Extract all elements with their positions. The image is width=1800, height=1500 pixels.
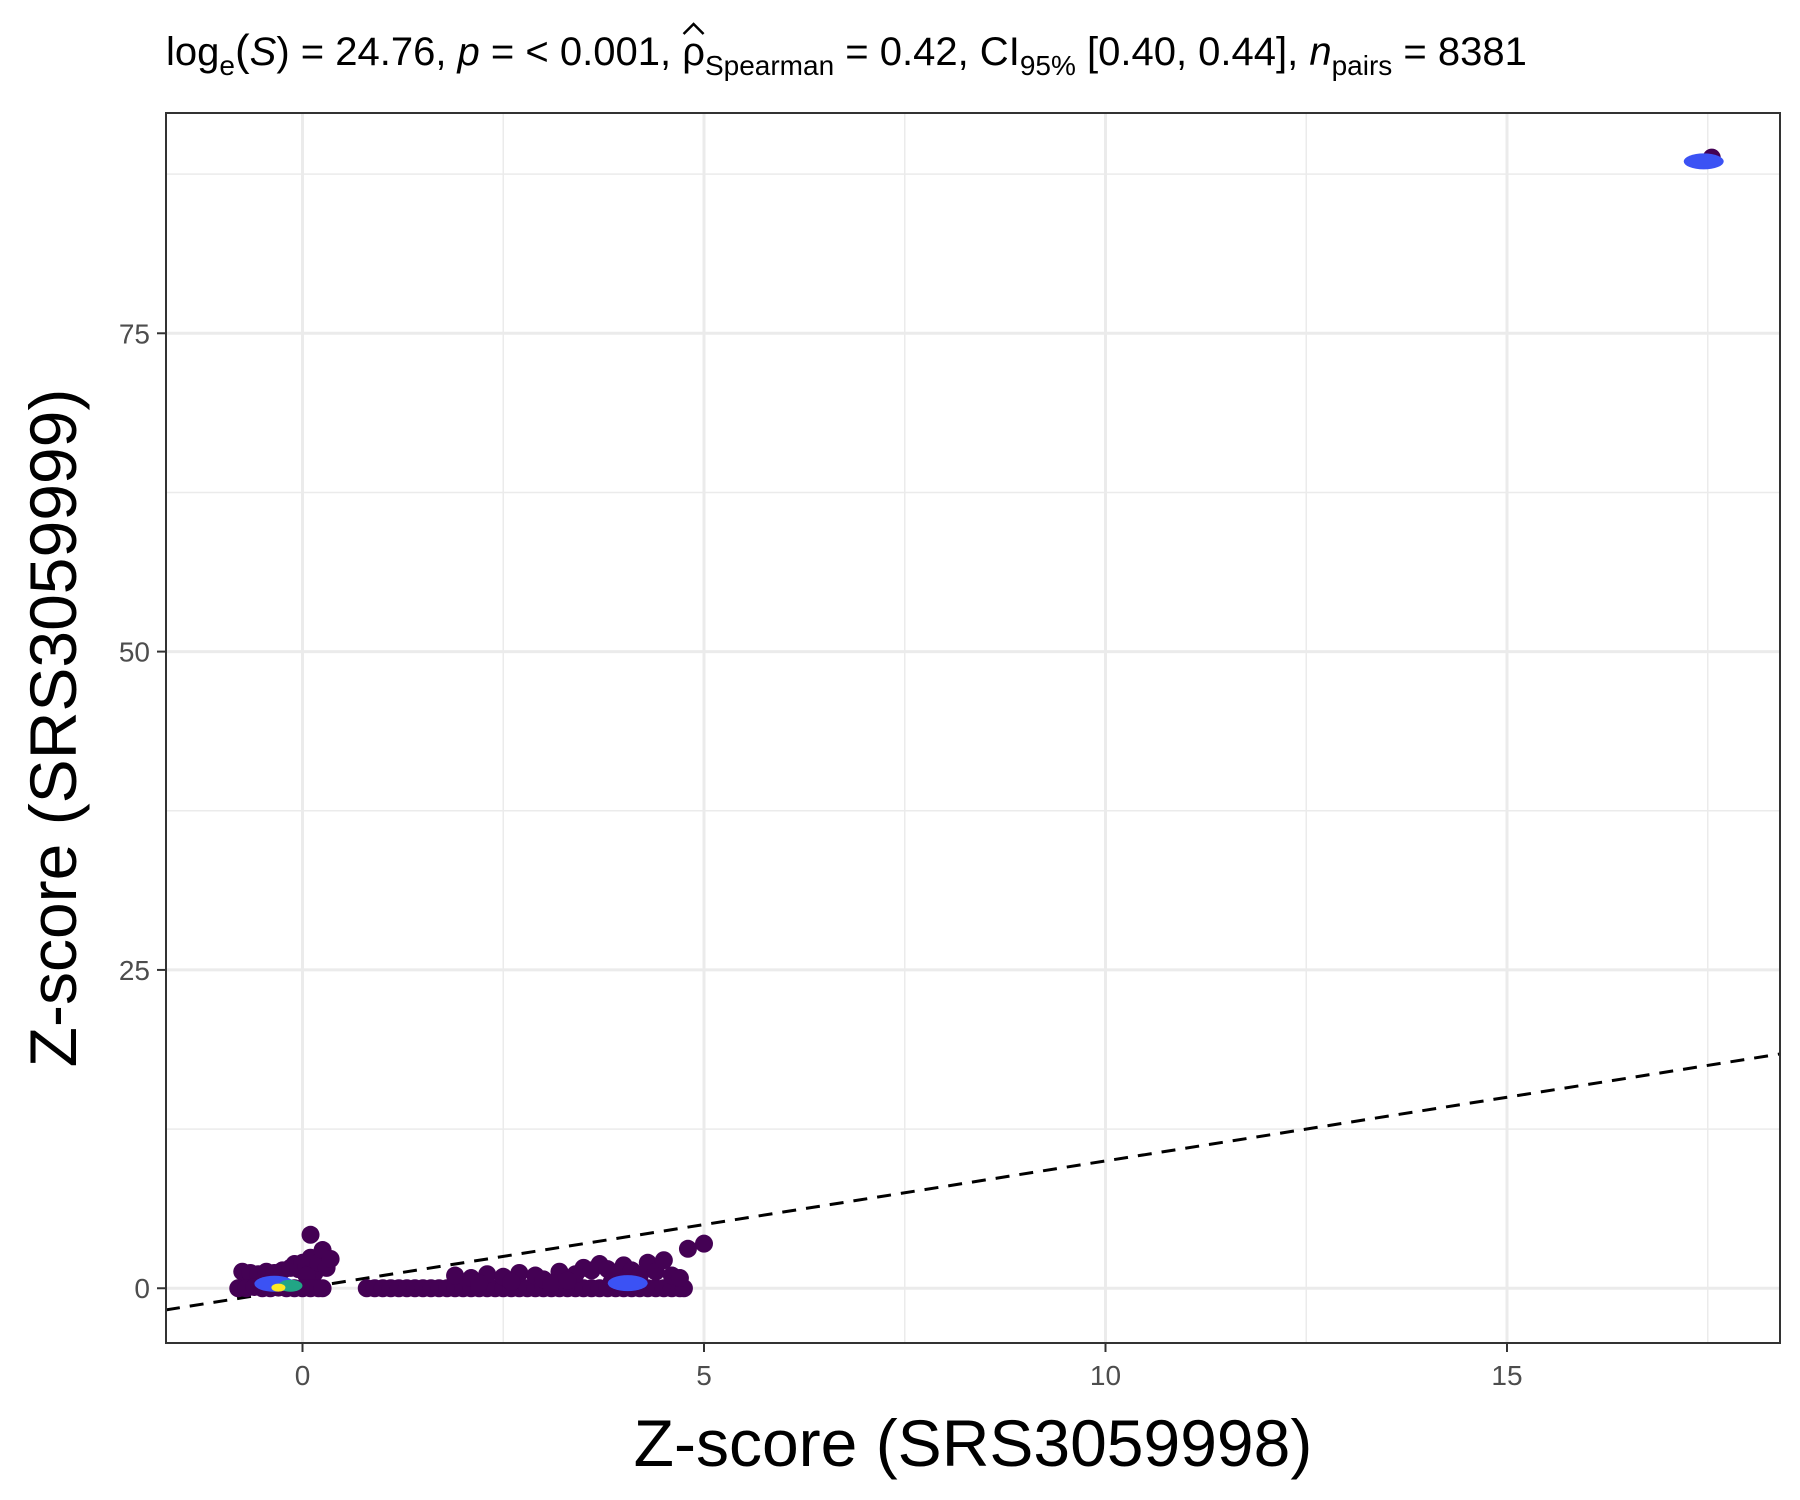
- rho-hat-mark: [682, 22, 705, 35]
- scatter-point: [558, 1271, 577, 1290]
- y-tick-label: 50: [119, 637, 150, 668]
- subtitle-rho: ρ: [682, 30, 705, 74]
- subtitle-n-sub: pairs: [1332, 50, 1393, 81]
- density-core: [1683, 153, 1724, 170]
- subtitle-S-value: ) = 24.76,: [276, 30, 457, 74]
- plot-panel: [166, 113, 1780, 1343]
- x-tick-label: 10: [1090, 1360, 1121, 1391]
- x-tick-label: 5: [696, 1360, 712, 1391]
- grid-minor: [166, 113, 1780, 1343]
- scatter-point: [542, 1274, 561, 1293]
- scatter-point: [670, 1269, 689, 1288]
- scatter-point: [321, 1249, 340, 1268]
- y-tick-label: 75: [119, 318, 150, 349]
- density-core: [607, 1275, 648, 1292]
- subtitle-ci-value: [0.40, 0.44],: [1076, 30, 1310, 74]
- scatter-point: [678, 1239, 697, 1258]
- x-axis-ticks: 0 5 10 15: [295, 1343, 1523, 1391]
- subtitle-ci-sub: 95%: [1020, 50, 1076, 81]
- subtitle-S: S: [250, 30, 277, 74]
- x-axis-title: Z-score (SRS3059998): [634, 1406, 1313, 1480]
- density-core: [271, 1283, 286, 1292]
- scatter-point: [313, 1279, 332, 1298]
- subtitle-log-base: e: [219, 50, 235, 81]
- x-tick-label: 15: [1491, 1360, 1522, 1391]
- subtitle-rho-sub: Spearman: [705, 50, 834, 81]
- subtitle-n-value: = 8381: [1392, 30, 1527, 74]
- y-axis-title: Z-score (SRS3059999): [16, 389, 90, 1068]
- subtitle-log: log: [166, 30, 219, 74]
- scatter-point: [470, 1274, 489, 1293]
- plot-border: [165, 112, 1781, 1344]
- subtitle-n: n: [1309, 30, 1331, 74]
- density-cores: [254, 153, 1724, 1292]
- reference-line: [166, 1052, 1780, 1312]
- subtitle-rho-value: = 0.42, CI: [834, 30, 1020, 74]
- x-tick-label: 0: [295, 1360, 311, 1391]
- scatter-point: [446, 1266, 465, 1285]
- y-axis-ticks: 0 25 50 75: [119, 318, 166, 1304]
- y-tick-label: 0: [134, 1273, 150, 1304]
- scatter-point: [502, 1272, 521, 1291]
- scatter-point: [654, 1251, 673, 1270]
- subtitle-p: p: [457, 30, 480, 74]
- chart-subtitle: loge(S) = 24.76, p = < 0.001, ρSpearman …: [166, 26, 1527, 81]
- y-tick-label: 25: [119, 955, 150, 986]
- scatter-point: [301, 1225, 320, 1244]
- scatter-point: [695, 1234, 713, 1253]
- subtitle-p-value: = < 0.001,: [480, 30, 682, 74]
